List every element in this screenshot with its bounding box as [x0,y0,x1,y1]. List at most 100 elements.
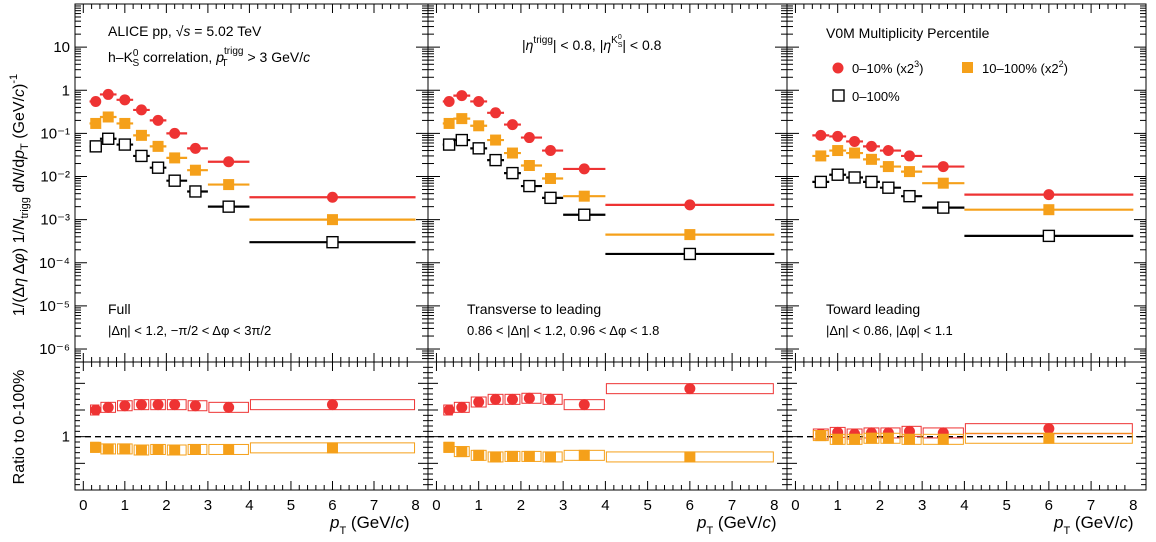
data-point-open-square [831,168,844,181]
correlation-label: h–K0 S correlation, ptrigg T > 3 GeV/c [108,46,310,69]
annotations: ALICE pp, √s = 5.02 TeV h–K0 S correlatio… [108,23,990,338]
x-tick-label: 0 [432,497,440,514]
x-tick-label: 1 [121,497,129,514]
legend-label-10-100: 10–100% (x22) [982,59,1068,76]
data-point-open-square [523,179,536,193]
frames [74,3,1147,491]
data-point-square [152,140,164,152]
axes-layer: 0 1 2 3 4 5 6 7 8 0 1 2 3 4 5 6 7 8 0 1 2 3 4 5 6 7 810110⁻¹10⁻²10… [39,4,1146,514]
data-point-open-square [814,175,827,189]
data-point-square [506,147,518,159]
data-point-circle [443,95,455,107]
panel-full-bottom-frame [74,361,429,491]
data-point-open-square [189,185,202,198]
x-tick-label: 5 [287,497,295,514]
cuts-label-toward: |Δη| < 0.86, |Δφ| < 1.1 [826,323,953,338]
eta-cut-label: |ηtrigg| < 0.8, |ηK0 S| < 0.8 [522,34,662,53]
ratio-point-square [865,432,877,444]
data-point-square [544,172,556,184]
ratio-point-square [223,443,235,455]
data-point-circle [90,95,102,107]
data-point-square [169,152,181,164]
x-tick-label: 6 [686,497,694,514]
x-tick-label: 3 [559,497,567,514]
y-axis-title-top: 1/(Δη Δφ) 1/Ntrigg dN/dpT (GeV/c)-1 [8,74,31,316]
x-tick-label: 7 [1087,497,1095,514]
data-point-square [578,190,590,202]
data-point-circle [544,145,556,157]
cuts-label-full: |Δη| < 1.2, −π/2 < Δφ < 3π/2 [108,323,271,338]
ratio-point-circle [169,399,181,411]
x-tick-label: 8 [1129,497,1137,514]
data-point-square [1043,204,1055,216]
ratio-point-circle [684,383,696,395]
data-point-square [135,129,147,141]
x-axis-title-toward: pT (GeV/c) [1053,513,1134,537]
data-point-circle [473,95,485,107]
data-point-circle [523,132,535,144]
data-point-square [684,229,696,241]
cuts-label-transverse: 0.86 < |Δη| < 1.2, 0.96 < Δφ < 1.8 [467,323,659,338]
ratio-point-square [815,430,827,442]
data-point-open-square [455,133,468,147]
ratio-point-square [473,449,485,461]
data-point-open-square [882,181,895,194]
ratio-point-circle [523,392,535,404]
data-point-open-square [472,142,485,155]
ratio-point-circle [490,393,502,405]
ratio-point-circle [473,396,485,408]
ratio-point-circle [443,404,455,416]
panel-transverse-bottom-frame [427,361,788,491]
data-point-open-square [151,161,165,174]
data-point-square [102,111,114,123]
ratio-point-square [119,443,131,455]
x-tick-label: 8 [770,497,778,514]
ratio-point-square [684,451,696,463]
ratio-point-circle [189,400,201,412]
data-point-square [326,214,338,226]
x-tick-label: 0 [79,497,87,514]
data-point-circle [119,94,131,106]
data-point-square [865,153,877,165]
ratio-point-square [903,433,915,445]
data-point-circle [684,199,696,211]
data-point-square [90,117,102,129]
data-point-square [849,147,861,159]
x-tick-label: 1 [475,497,483,514]
data-point-square [189,164,201,176]
ratio-point-square [937,433,949,445]
data-point-open-square [578,208,591,221]
ratio-point-square [544,451,556,463]
data-point-open-square [683,247,697,261]
data-point-circle [903,150,915,162]
x-tick-label: 2 [517,497,525,514]
data-point-square [815,150,827,162]
data-point-circle [937,161,949,173]
data-point-square [443,117,455,129]
ratio-point-square [456,446,468,458]
ratio-point-square [1043,432,1055,444]
data-point-circle [865,140,877,152]
ratio-point-circle [506,393,518,405]
data-point-circle [456,90,468,102]
data-point-open-square [506,166,519,180]
legend-marker-0-100 [832,89,845,102]
x-tick-label: 4 [960,497,968,514]
data-point-open-square [168,174,181,187]
legend-label-0-100: 0–100% [852,89,900,104]
experiment-label: ALICE pp, √s = 5.02 TeV [108,23,262,39]
y-tick-label: 1 [62,82,70,99]
data-point-square [523,159,535,171]
x-tick-label: 4 [601,497,609,514]
x-tick-label: 8 [411,497,419,514]
data-point-circle [832,130,844,142]
region-label-full: Full [108,301,131,317]
x-tick-label: 0 [791,497,799,514]
ratio-point-circle [223,401,235,413]
data-point-square [473,120,485,132]
y-tick-label: 10⁻¹ [40,125,70,142]
y-tick-label: 10⁻³ [40,212,70,229]
data-point-circle [815,129,827,141]
legend-title: V0M Multiplicity Percentile [826,25,990,41]
